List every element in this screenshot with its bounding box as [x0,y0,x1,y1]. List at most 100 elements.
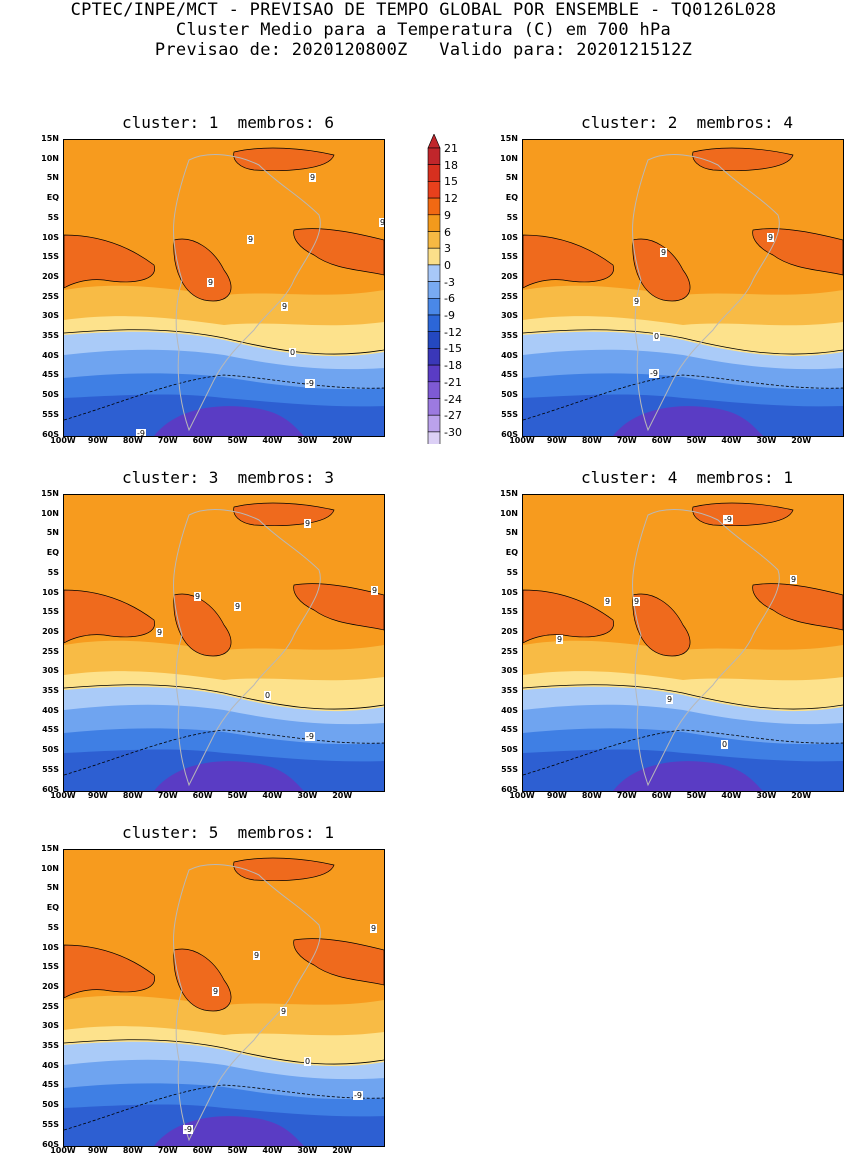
lat-tick-label: 60S [42,784,59,794]
contour-label: 9 [660,248,668,257]
contour-label: 9 [370,924,378,933]
lon-tick-label: 80W [581,791,602,800]
contour-label: 9 [194,592,202,601]
lon-tick-label: 90W [87,436,108,445]
colorbar-label: 9 [444,208,451,222]
lat-tick-label: 45S [501,370,518,380]
lat-tick-label: 15N [500,134,518,143]
lat-tick-label: 50S [501,390,518,400]
lon-tick-label: 90W [546,436,567,445]
lat-tick-label: 5N [505,528,518,538]
lat-tick-label: 60S [42,429,59,439]
contour-label: 9 [207,278,215,287]
lat-tick-label: EQ [505,193,518,203]
contour-label: -9 [353,1091,363,1100]
lon-tick-label: 20W [332,1146,353,1155]
lon-tick-label: 70W [616,436,637,445]
lat-tick-label: 10S [501,587,518,597]
lat-tick-label: 5N [46,173,59,183]
contour-label: 0 [721,740,729,749]
colorbar-swatch [427,231,441,249]
warm-9-contour [632,238,691,302]
lat-tick-label: 55S [42,409,59,419]
colorbar-label: -3 [444,275,455,289]
map-panel-5: 9 9 9 9 0 -9 -9 [63,849,385,1147]
lat-tick-label: 30S [501,311,518,321]
lon-tick-label: 100W [509,436,535,445]
lat-tick-label: 55S [501,764,518,774]
lat-tick-label: 10N [500,153,518,163]
lon-tick-label: 60W [192,436,213,445]
lon-tick-label: 70W [157,791,178,800]
lat-tick-label: 35S [42,1041,59,1050]
colorbar-swatch [427,181,441,199]
colorbar-swatch [427,164,441,182]
warm-9-contour [173,593,232,657]
lat-tick-label: 15N [41,844,59,853]
colorbar-swatch [427,398,441,416]
panel-title-5: cluster: 5 membros: 1 [122,823,334,842]
colorbar-swatch [427,264,441,282]
lon-tick-label: 70W [157,1146,178,1155]
lon-tick-label: 40W [262,791,283,800]
lat-tick-label: 30S [42,1021,59,1031]
lon-tick-label: 20W [332,791,353,800]
contour-label: 0 [264,691,272,700]
lat-tick-label: 50S [42,1100,59,1110]
warm-9-contour [64,589,155,644]
lon-tick-label: 80W [122,1146,143,1155]
colorbar-label: 3 [444,242,451,256]
lat-tick-label: 50S [42,745,59,755]
lat-tick-label: 35S [42,331,59,340]
contour-label: 9 [371,586,379,595]
lon-tick-label: 50W [686,791,707,800]
temp-band-cold15 [613,761,763,791]
contour-label: 9 [633,597,641,606]
lon-tick-label: 50W [227,1146,248,1155]
lat-tick-label: 50S [501,745,518,755]
lat-tick-label: 55S [42,764,59,774]
contour-label: 9 [379,218,385,227]
contour-label: -9 [305,379,315,388]
lat-tick-label: 20S [42,271,59,281]
lat-tick-label: 10S [501,232,518,242]
contour-label: 0 [289,348,297,357]
contour-label: 9 [212,987,220,996]
lat-tick-label: 20S [501,626,518,636]
lon-tick-label: 90W [87,1146,108,1155]
lat-tick-label: 40S [42,350,59,360]
lon-tick-label: 60W [192,1146,213,1155]
panel-title-2: cluster: 2 membros: 4 [581,113,793,132]
header-line-3: Previsao de: 2020120800Z Valido para: 20… [154,40,693,60]
colorbar-label: -9 [444,309,455,322]
contour-label: 9 [767,233,775,242]
lat-tick-label: 35S [501,331,518,340]
lon-tick-label: 20W [791,436,812,445]
contour-label: 9 [247,235,255,244]
lon-tick-label: 60W [192,791,213,800]
colorbar-label: -12 [444,325,462,339]
lat-tick-label: 5S [506,212,518,222]
lon-tick-label: 40W [721,791,742,800]
warm-9-contour [523,234,614,289]
lon-tick-label: 30W [756,436,777,445]
lat-tick-label: 10N [41,863,59,873]
contour-label: 9 [280,1007,288,1016]
lon-tick-label: 60W [651,436,672,445]
colorbar-swatch [427,348,441,366]
colorbar-label: -15 [444,342,462,356]
colorbar-swatch [427,331,441,349]
lat-tick-label: 5N [46,528,59,538]
lon-tick-label: 90W [87,791,108,800]
lon-tick-label: 70W [616,791,637,800]
contour-label: 9 [604,597,612,606]
temp-band-cold15 [154,761,304,791]
colorbar-swatch [427,147,441,166]
lon-tick-label: 30W [297,1146,318,1155]
map-panel-4: 9 9 9 9 9 0 -9 [522,494,844,792]
colorbar-label: -18 [444,359,462,373]
lat-tick-label: 10N [41,508,59,518]
lat-tick-label: 25S [42,1001,59,1011]
header-line-1: CPTEC/INPE/MCT - PREVISAO DE TEMPO GLOBA… [70,0,777,20]
lon-tick-label: 70W [157,436,178,445]
